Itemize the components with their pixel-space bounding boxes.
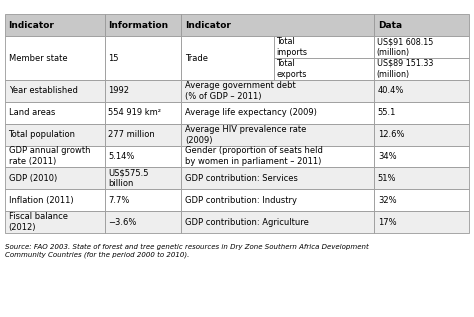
Bar xyxy=(181,146,374,167)
Text: Inflation (2011): Inflation (2011) xyxy=(9,196,73,205)
Text: Total
imports: Total imports xyxy=(276,37,308,57)
Bar xyxy=(274,36,374,58)
Text: Fiscal balance
(2012): Fiscal balance (2012) xyxy=(9,212,67,232)
Text: 34%: 34% xyxy=(378,152,396,161)
Text: Source: FAO 2003. State of forest and tree genetic resources in Dry Zone Souther: Source: FAO 2003. State of forest and tr… xyxy=(5,244,368,258)
Text: 32%: 32% xyxy=(378,196,396,205)
Bar xyxy=(181,14,374,36)
Text: US$89 151.33
(million): US$89 151.33 (million) xyxy=(377,59,433,79)
Text: 17%: 17% xyxy=(378,217,396,227)
Text: Average government debt
(% of GDP – 2011): Average government debt (% of GDP – 2011… xyxy=(185,81,296,101)
Text: Trade: Trade xyxy=(185,54,208,62)
Bar xyxy=(105,80,181,102)
Bar xyxy=(5,211,105,233)
Bar xyxy=(5,80,105,102)
Bar xyxy=(374,146,469,167)
Text: Average life expectancy (2009): Average life expectancy (2009) xyxy=(185,108,317,117)
Text: Indicator: Indicator xyxy=(9,21,55,30)
Text: GDP contribution: Services: GDP contribution: Services xyxy=(185,174,298,183)
Bar xyxy=(374,211,469,233)
Bar xyxy=(105,124,181,146)
Text: −3.6%: −3.6% xyxy=(109,217,137,227)
Text: Year established: Year established xyxy=(9,86,77,95)
Text: 1992: 1992 xyxy=(109,86,129,95)
Bar xyxy=(374,102,469,124)
Bar xyxy=(181,102,374,124)
Bar xyxy=(105,167,181,189)
Text: Land areas: Land areas xyxy=(9,108,55,117)
Text: Total
exports: Total exports xyxy=(276,59,307,79)
Bar xyxy=(374,167,469,189)
Bar xyxy=(5,102,105,124)
Bar xyxy=(105,36,181,80)
Text: Gender (proportion of seats held
by women in parliament – 2011): Gender (proportion of seats held by wome… xyxy=(185,146,323,166)
Text: 15: 15 xyxy=(109,54,119,62)
Text: 7.7%: 7.7% xyxy=(109,196,130,205)
Bar xyxy=(374,189,469,211)
Text: 12.6%: 12.6% xyxy=(378,130,404,139)
Bar xyxy=(374,58,469,80)
Bar xyxy=(5,124,105,146)
Text: US$91 608.15
(million): US$91 608.15 (million) xyxy=(377,37,433,57)
Bar xyxy=(181,36,274,80)
Text: GDP contribution: Industry: GDP contribution: Industry xyxy=(185,196,297,205)
Text: 40.4%: 40.4% xyxy=(378,86,404,95)
Bar xyxy=(181,167,374,189)
Text: 55.1: 55.1 xyxy=(378,108,396,117)
Bar xyxy=(5,189,105,211)
Bar xyxy=(181,80,374,102)
Text: 51%: 51% xyxy=(378,174,396,183)
Bar xyxy=(105,211,181,233)
Text: Information: Information xyxy=(109,21,169,30)
Bar xyxy=(374,124,469,146)
Text: 554 919 km²: 554 919 km² xyxy=(109,108,162,117)
Text: GDP (2010): GDP (2010) xyxy=(9,174,57,183)
Bar xyxy=(181,211,374,233)
Bar xyxy=(5,14,105,36)
Bar xyxy=(5,36,105,80)
Bar xyxy=(5,167,105,189)
Text: Total population: Total population xyxy=(9,130,75,139)
Text: Data: Data xyxy=(378,21,402,30)
Bar xyxy=(105,146,181,167)
Bar xyxy=(374,36,469,58)
Bar xyxy=(374,80,469,102)
Text: 277 million: 277 million xyxy=(109,130,155,139)
Bar xyxy=(274,58,374,80)
Text: Member state: Member state xyxy=(9,54,67,62)
Bar xyxy=(105,189,181,211)
Bar xyxy=(181,124,374,146)
Text: Average HIV prevalence rate
(2009): Average HIV prevalence rate (2009) xyxy=(185,125,306,145)
Text: US$575.5
billion: US$575.5 billion xyxy=(109,168,149,188)
Bar xyxy=(5,146,105,167)
Bar xyxy=(374,14,469,36)
Bar xyxy=(181,189,374,211)
Text: 5.14%: 5.14% xyxy=(109,152,135,161)
Bar xyxy=(105,14,181,36)
Text: GDP annual growth
rate (2011): GDP annual growth rate (2011) xyxy=(9,146,90,166)
Bar xyxy=(105,102,181,124)
Text: GDP contribution: Agriculture: GDP contribution: Agriculture xyxy=(185,217,309,227)
Text: Indicator: Indicator xyxy=(185,21,231,30)
